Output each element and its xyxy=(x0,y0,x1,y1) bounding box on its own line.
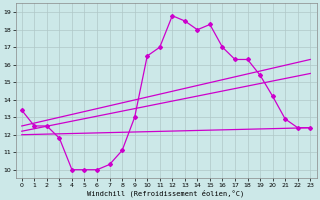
X-axis label: Windchill (Refroidissement éolien,°C): Windchill (Refroidissement éolien,°C) xyxy=(87,189,245,197)
